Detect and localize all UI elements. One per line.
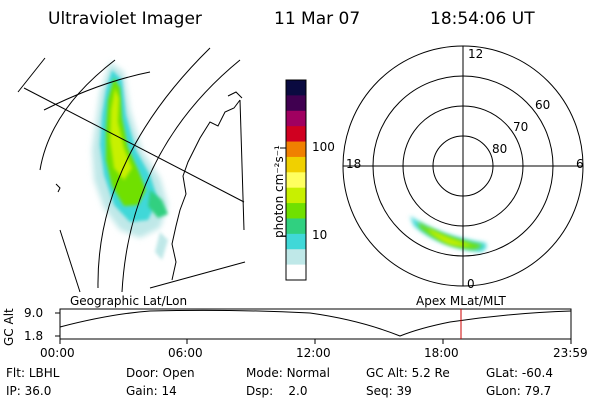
status-seq: Seq: 39 — [366, 384, 412, 398]
app-title: Ultraviolet Imager — [48, 9, 202, 29]
aurora-emission-polar — [410, 216, 487, 252]
colorbar-band — [286, 218, 306, 235]
orbit-xtick-0600: 06:00 — [168, 346, 203, 360]
colorbar-band — [286, 80, 306, 96]
map-grid-lines — [17, 47, 246, 293]
mlt-label-0: 0 — [467, 277, 475, 291]
orbit-xtick-2359: 23:59 — [553, 346, 588, 360]
polar-panel-label: Apex MLat/MLT — [416, 294, 506, 308]
date-display: 11 Mar 07 — [274, 9, 361, 29]
colorbar-band — [286, 126, 306, 143]
orbit-xtick-1200: 12:00 — [296, 346, 331, 360]
orbit-axis-label: GC Alt — [2, 308, 16, 346]
mlt-label-6: 6 — [576, 157, 584, 171]
status-glon: GLon: 79.7 — [486, 384, 552, 398]
colorbar-band — [286, 203, 306, 219]
colorbar-band — [286, 172, 306, 189]
mlat-label-80: 80 — [492, 142, 508, 156]
colorbar-tick-10: 10 — [312, 228, 328, 242]
colorbar-band — [286, 187, 306, 204]
colorbar-band — [286, 233, 306, 250]
mlat-label-70: 70 — [513, 120, 529, 134]
colorbar-tick-100: 100 — [312, 140, 335, 154]
status-ip: IP: 36.0 — [6, 384, 52, 398]
altitude-curve — [59, 309, 572, 337]
colorbar-band — [286, 95, 306, 112]
aurora-emission-geo — [92, 62, 168, 260]
status-glat: GLat: -60.4 — [486, 366, 553, 380]
colorbar-band — [286, 141, 306, 158]
orbit-ytick-9: 9.0 — [24, 306, 44, 320]
mlat-label-60: 60 — [535, 98, 551, 112]
orbit-xtick-1800: 18:00 — [424, 346, 459, 360]
status-gain: Gain: 14 — [126, 384, 177, 398]
time-display: 18:54:06 UT — [430, 9, 535, 29]
geo-panel-label: Geographic Lat/Lon — [70, 294, 188, 308]
status-mode: Mode: Normal — [246, 366, 330, 380]
orbit-xtick-0000: 00:00 — [40, 346, 75, 360]
status-flt: Flt: LBHL — [6, 366, 60, 380]
colorbar-band — [286, 264, 306, 281]
mlt-label-18: 18 — [346, 157, 362, 171]
status-door: Door: Open — [126, 366, 195, 380]
status-dsp: Dsp: 2.0 — [246, 384, 308, 398]
status-gc-alt: GC Alt: 5.2 Re — [366, 366, 450, 380]
mlt-label-12: 12 — [468, 47, 484, 61]
colorbar-band — [286, 110, 306, 127]
orbit-ytick-1-8: 1.8 — [24, 329, 44, 343]
colorbar-band — [286, 249, 306, 266]
colorbar-band — [286, 156, 306, 173]
coastline-outline — [55, 91, 243, 281]
